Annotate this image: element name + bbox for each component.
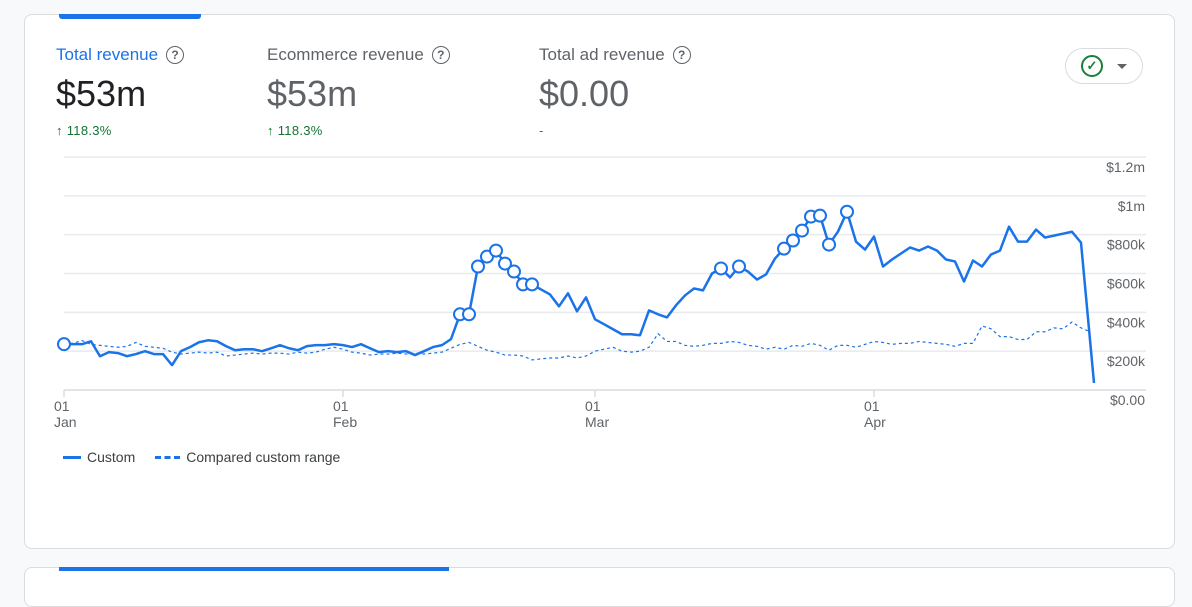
y-tick-label: $1m xyxy=(1118,198,1145,214)
change-value: 118.3% xyxy=(66,123,112,138)
anomaly-marker xyxy=(489,243,503,258)
change-value: 118.3% xyxy=(277,123,323,138)
arrow-up-icon: ↑ xyxy=(267,123,274,138)
chart-legend: Custom Compared custom range xyxy=(63,449,350,465)
metric-change: ↑ 118.3% xyxy=(56,123,184,138)
anomaly-marker xyxy=(840,204,854,219)
anomaly-marker xyxy=(732,259,746,274)
metric-ecommerce-revenue[interactable]: Ecommerce revenue? $53m ↑ 118.3% xyxy=(267,43,450,138)
custom-series-line xyxy=(64,210,1096,384)
anomaly-marker xyxy=(525,277,539,292)
x-tick-month: Apr xyxy=(864,414,886,430)
selected-tab-indicator xyxy=(59,14,201,19)
legend-item-compared[interactable]: Compared custom range xyxy=(155,449,340,465)
metric-value: $53m xyxy=(267,73,358,114)
metric-total-ad-revenue[interactable]: Total ad revenue? $0.00 - xyxy=(539,43,691,138)
anomaly-marker xyxy=(462,307,476,322)
anomaly-marker xyxy=(777,241,791,256)
y-tick-label: $800k xyxy=(1107,237,1146,253)
comparison-dropdown[interactable]: ✓ xyxy=(1065,48,1143,84)
legend-label: Custom xyxy=(87,449,136,465)
anomaly-marker xyxy=(822,237,836,252)
y-tick-label: $0.00 xyxy=(1110,392,1145,408)
compared-series-line xyxy=(64,321,1091,361)
y-tick-label: $400k xyxy=(1107,314,1146,330)
x-tick-day: 01 xyxy=(864,398,880,414)
anomaly-marker xyxy=(795,223,809,238)
x-tick-day: 01 xyxy=(333,398,349,414)
x-tick-month: Mar xyxy=(585,414,609,430)
help-icon[interactable]: ? xyxy=(672,46,691,64)
anomaly-marker xyxy=(813,208,827,223)
x-tick-day: 01 xyxy=(54,398,70,414)
anomaly-marker xyxy=(507,264,521,279)
help-icon[interactable]: ? xyxy=(166,46,185,64)
metric-value: $0.00 xyxy=(539,73,630,114)
y-tick-label: $200k xyxy=(1107,353,1146,369)
help-icon[interactable]: ? xyxy=(431,46,450,64)
check-circle-icon: ✓ xyxy=(1081,55,1103,77)
revenue-card: Total revenue? $53m ↑ 118.3% Ecommerce r… xyxy=(24,14,1175,549)
anomaly-marker xyxy=(714,261,728,276)
x-tick-day: 01 xyxy=(585,398,601,414)
metric-value: $53m xyxy=(56,73,147,114)
metric-change: - xyxy=(539,123,544,138)
legend-item-custom[interactable]: Custom xyxy=(63,449,135,465)
metric-total-revenue[interactable]: Total revenue? $53m ↑ 118.3% xyxy=(56,43,185,138)
x-tick-month: Feb xyxy=(333,414,357,430)
anomaly-marker xyxy=(498,256,512,271)
revenue-line-chart: $0.00$200k$400k$600k$800k$1m$1.2m01Jan01… xyxy=(54,156,1146,430)
legend-label: Compared custom range xyxy=(186,449,341,465)
arrow-up-icon: ↑ xyxy=(56,123,63,138)
x-tick-month: Jan xyxy=(54,414,77,430)
anomaly-marker xyxy=(786,233,800,248)
solid-line-icon xyxy=(63,455,81,459)
next-card xyxy=(24,567,1175,607)
selected-tab-indicator xyxy=(59,567,449,571)
metric-change: ↑ 118.3% xyxy=(267,123,450,138)
anomaly-marker xyxy=(471,259,485,274)
y-tick-label: $600k xyxy=(1107,276,1146,292)
metric-label: Total ad revenue xyxy=(539,45,665,64)
y-tick-label: $1.2m xyxy=(1106,159,1145,175)
anomaly-marker xyxy=(57,337,71,352)
metric-label: Ecommerce revenue xyxy=(267,45,424,64)
caret-down-icon xyxy=(1117,63,1127,69)
dashed-line-icon xyxy=(155,455,181,459)
metric-label: Total revenue xyxy=(56,45,159,64)
